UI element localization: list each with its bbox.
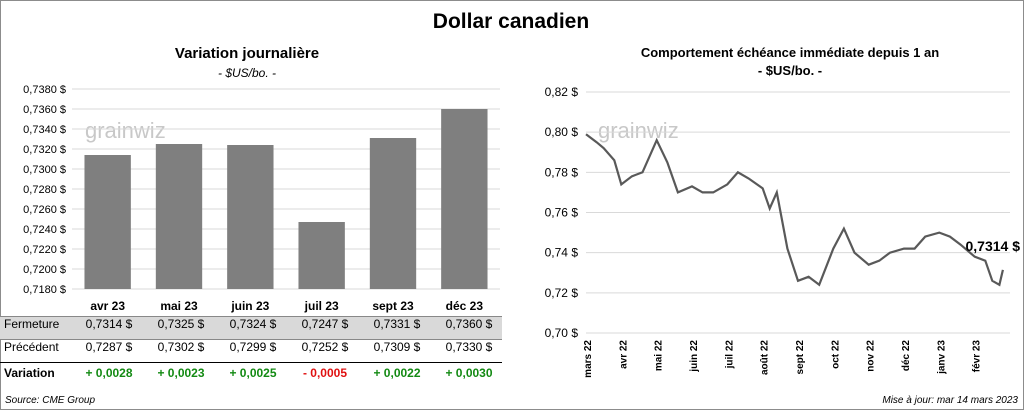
y-tick-label: 0,7340 $ bbox=[23, 124, 66, 136]
left-chart-title: Variation journalière bbox=[174, 45, 320, 62]
y-tick-label: 0,7220 $ bbox=[23, 244, 66, 256]
table-cell: 0,7309 $ bbox=[373, 340, 421, 354]
y-tick-label: 0,78 $ bbox=[545, 165, 579, 179]
bar bbox=[227, 145, 274, 289]
y-tick-label: 0,82 $ bbox=[545, 85, 579, 99]
update-note: Mise à jour: mar 14 mars 2023 bbox=[882, 395, 1018, 406]
bar bbox=[84, 155, 131, 289]
row-label: Variation bbox=[4, 366, 55, 380]
x-tick-label: mars 22 bbox=[583, 340, 594, 378]
page-title: Dollar canadien bbox=[432, 10, 590, 33]
table-cell: 0,7360 $ bbox=[445, 317, 493, 331]
y-tick-label: 0,80 $ bbox=[545, 125, 579, 139]
table-cell: 0,7252 $ bbox=[301, 340, 349, 354]
x-tick-label: avr 23 bbox=[90, 299, 125, 313]
series-line bbox=[585, 133, 1004, 287]
table-cell: 0,7324 $ bbox=[229, 317, 277, 331]
x-tick-label: juil 22 bbox=[724, 340, 735, 370]
variation-cell: + 0,0025 bbox=[229, 366, 277, 380]
right-chart-subtitle: - $US/bo. - bbox=[757, 63, 823, 78]
source-note: Source: CME Group bbox=[5, 395, 96, 406]
y-tick-label: 0,72 $ bbox=[545, 286, 579, 300]
x-tick-label: oct 22 bbox=[830, 340, 841, 369]
table-cell: 0,7330 $ bbox=[445, 340, 493, 354]
y-tick-label: 0,76 $ bbox=[545, 206, 579, 220]
x-tick-label: déc 23 bbox=[446, 299, 484, 313]
y-tick-label: 0,70 $ bbox=[545, 326, 579, 340]
row-label: Fermeture bbox=[4, 317, 60, 331]
y-tick-label: 0,7200 $ bbox=[23, 264, 66, 276]
table-cell: 0,7314 $ bbox=[85, 317, 133, 331]
y-tick-label: 0,7180 $ bbox=[23, 284, 66, 296]
y-tick-label: 0,7320 $ bbox=[23, 144, 66, 156]
table-cell: 0,7299 $ bbox=[229, 340, 277, 354]
x-tick-label: sept 22 bbox=[795, 340, 806, 375]
table-cell: 0,7331 $ bbox=[373, 317, 421, 331]
y-tick-label: 0,7360 $ bbox=[23, 104, 66, 116]
y-tick-label: 0,7300 $ bbox=[23, 164, 66, 176]
bar bbox=[441, 109, 488, 289]
table-row-variation: Variation + 0,0028 + 0,0023 + 0,0025 - 0… bbox=[0, 366, 502, 390]
right-chart-title: Comportement échéance immédiate depuis 1… bbox=[640, 45, 940, 60]
variation-cell: - 0,0005 bbox=[302, 366, 348, 380]
y-tick-label: 0,7380 $ bbox=[23, 84, 66, 96]
table-row-precedent: Précédent 0,7287 $ 0,7302 $ 0,7299 $ 0,7… bbox=[0, 340, 502, 363]
x-tick-label: déc 22 bbox=[901, 340, 912, 372]
x-tick-label: avr 22 bbox=[618, 340, 629, 369]
left-chart-subtitle: - $US/bo. - bbox=[217, 66, 277, 80]
bar bbox=[369, 138, 417, 289]
x-tick-label: févr 23 bbox=[972, 340, 983, 373]
variation-cell: + 0,0023 bbox=[157, 366, 205, 380]
variation-cell: + 0,0030 bbox=[445, 366, 493, 380]
variation-cell: + 0,0028 bbox=[85, 366, 133, 380]
x-tick-label: nov 22 bbox=[866, 340, 877, 372]
table-cell: 0,7302 $ bbox=[157, 340, 205, 354]
variation-cell: + 0,0022 bbox=[373, 366, 421, 380]
table-cell: 0,7325 $ bbox=[157, 317, 205, 331]
x-tick-label: janv 23 bbox=[936, 340, 947, 375]
x-tick-label: mai 23 bbox=[160, 299, 198, 313]
x-tick-label: mai 22 bbox=[654, 340, 665, 372]
y-tick-label: 0,7280 $ bbox=[23, 184, 66, 196]
x-tick-label: juin 22 bbox=[689, 340, 700, 373]
watermark: grainwiz bbox=[85, 118, 166, 143]
last-value-label: 0,7314 $ bbox=[966, 238, 1021, 254]
row-label: Précédent bbox=[4, 340, 59, 354]
y-tick-label: 0,74 $ bbox=[545, 246, 579, 260]
watermark: grainwiz bbox=[598, 118, 679, 143]
table-row-fermeture: Fermeture 0,7314 $ 0,7325 $ 0,7324 $ 0,7… bbox=[0, 316, 502, 340]
x-tick-label: juin 23 bbox=[230, 299, 269, 313]
y-tick-label: 0,7240 $ bbox=[23, 224, 66, 236]
table-cell: 0,7287 $ bbox=[85, 340, 133, 354]
x-tick-label: sept 23 bbox=[372, 299, 414, 313]
table-cell: 0,7247 $ bbox=[301, 317, 349, 331]
x-tick-label: août 22 bbox=[760, 340, 771, 375]
x-tick-label: juil 23 bbox=[304, 299, 339, 313]
y-tick-label: 0,7260 $ bbox=[23, 204, 66, 216]
bar bbox=[155, 144, 203, 289]
bar bbox=[298, 222, 345, 289]
